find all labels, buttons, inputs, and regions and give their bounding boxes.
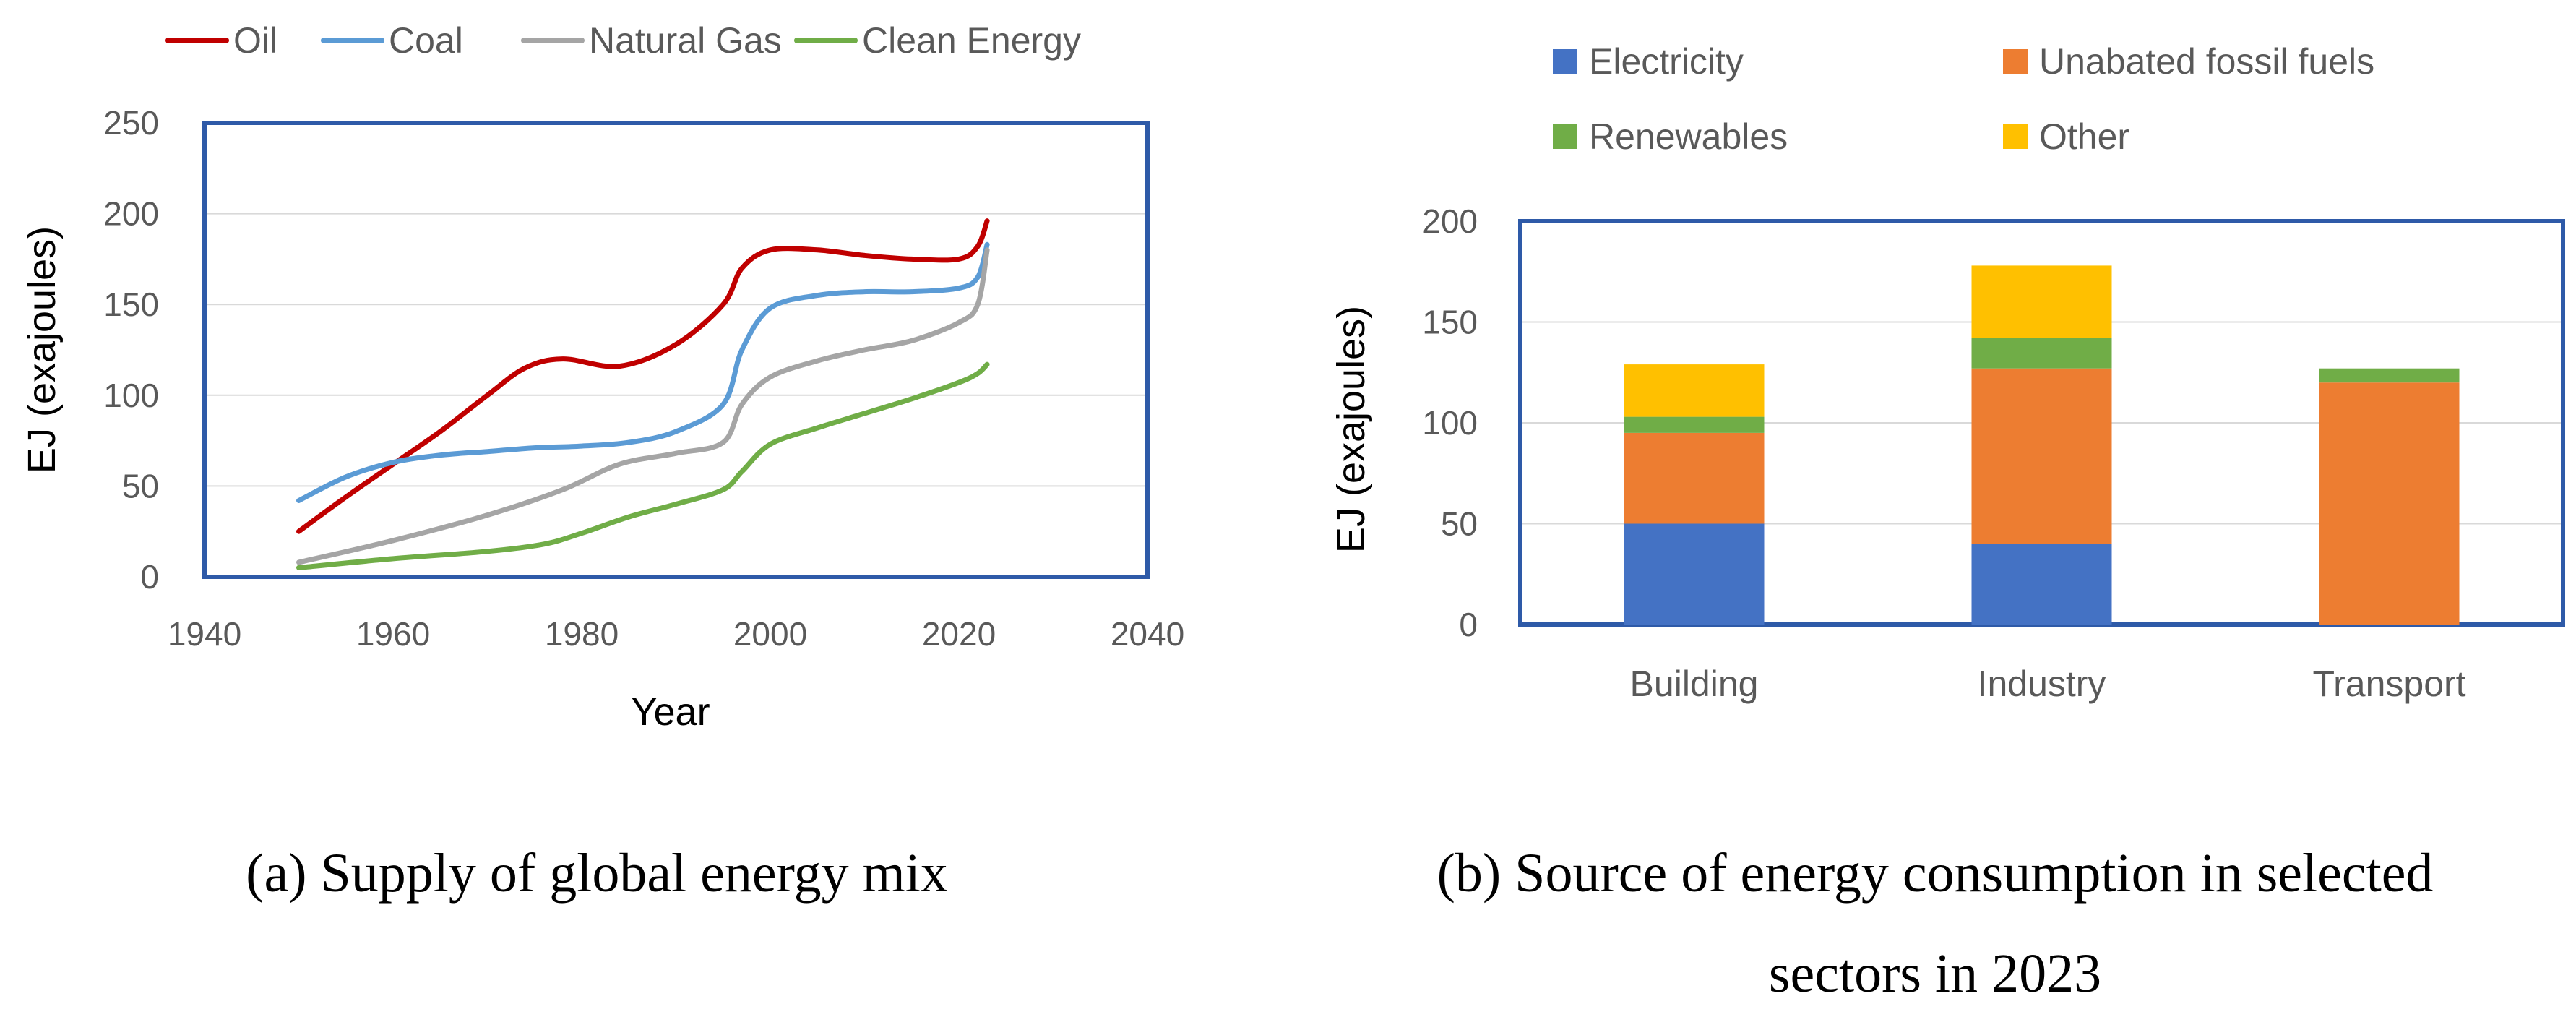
bar-transport-unabated-fossil-fuels	[2319, 382, 2460, 625]
legend-label-renewables: Renewables	[1589, 116, 1788, 157]
y-tick-label-0: 0	[1459, 606, 1478, 643]
legend-swatch-electricity	[1553, 49, 1577, 74]
line-chart-x-ticks: 1940 1960 1980 2000 2020 2040	[168, 615, 1184, 653]
bar-chart-y-axis-title: EJ (exajoules)	[1330, 306, 1373, 553]
bar-chart-caption-line-1: (b) Source of energy consumption in sele…	[1437, 843, 2434, 904]
legend-label-other: Other	[2039, 116, 2129, 157]
line-chart-energy-mix: Oil Coal Natural Gas Clean Energy 0 50 100 150…	[20, 20, 1184, 904]
bar-chart-bars	[1624, 265, 2460, 625]
y-tick-label-200: 200	[103, 195, 159, 233]
x-tick-label-1940: 1940	[168, 615, 241, 653]
y-tick-label-50: 50	[122, 467, 159, 505]
line-chart-y-ticks: 0 50 100 150 200 250	[103, 104, 159, 596]
series-line-oil	[296, 218, 990, 534]
bar-chart-legend: Electricity Unabated fossil fuels Renewabl…	[1553, 41, 2374, 157]
x-tick-label-2020: 2020	[922, 615, 996, 653]
category-label-building: Building	[1630, 664, 1759, 704]
legend-swatch-unabated-fossil-fuels	[2003, 49, 2028, 74]
legend-swatch-other	[2003, 124, 2028, 149]
y-tick-label-100: 100	[1422, 404, 1478, 442]
y-tick-label-150: 150	[103, 286, 159, 323]
x-tick-label-2000: 2000	[733, 615, 807, 653]
series-line-coal	[296, 241, 990, 503]
legend-label-unabated-fossil-fuels: Unabated fossil fuels	[2039, 41, 2374, 82]
y-tick-label-150: 150	[1422, 304, 1478, 341]
bar-industry-unabated-fossil-fuels	[1971, 368, 2112, 544]
legend-label-natural-gas: Natural Gas	[589, 20, 782, 61]
line-chart-series	[296, 218, 990, 570]
line-chart-plot-frame	[202, 121, 1150, 579]
bar-chart-y-ticks: 0 50 100 150 200	[1422, 202, 1478, 643]
bar-building-renewables	[1624, 416, 1765, 433]
bar-building-unabated-fossil-fuels	[1624, 433, 1765, 524]
x-tick-label-1960: 1960	[356, 615, 430, 653]
legend-swatch-renewables	[1553, 124, 1577, 149]
bar-building-electricity	[1624, 523, 1765, 625]
bar-building-other	[1624, 364, 1765, 417]
bar-industry-other	[1971, 265, 2112, 338]
line-chart-gridlines	[204, 213, 1147, 487]
y-tick-label-0: 0	[140, 558, 159, 596]
line-chart-caption: (a) Supply of global energy mix	[246, 843, 948, 904]
series-line-natural-gas	[296, 247, 990, 565]
bar-transport-renewables	[2319, 368, 2460, 383]
bar-industry-electricity	[1971, 544, 2112, 625]
legend-label-electricity: Electricity	[1589, 41, 1744, 82]
line-chart-x-axis-title: Year	[631, 690, 710, 734]
y-tick-label-50: 50	[1441, 505, 1478, 543]
bar-industry-renewables	[1971, 338, 2112, 369]
legend-label-oil: Oil	[233, 20, 277, 61]
bar-chart-category-labels: Building Industry Transport	[1630, 664, 2466, 704]
legend-label-coal: Coal	[389, 20, 463, 61]
y-tick-label-200: 200	[1422, 202, 1478, 240]
bar-chart-caption-line-2: sectors in 2023	[1769, 943, 2101, 1004]
category-label-industry: Industry	[1978, 664, 2106, 704]
x-tick-label-1980: 1980	[545, 615, 619, 653]
y-tick-label-250: 250	[103, 104, 159, 142]
stacked-bar-chart-consumption: Electricity Unabated fossil fuels Renewabl…	[1330, 41, 2565, 1004]
y-tick-label-100: 100	[103, 377, 159, 414]
series-line-clean-energy	[296, 361, 990, 570]
x-tick-label-2040: 2040	[1111, 615, 1184, 653]
line-chart-legend: Oil Coal Natural Gas Clean Energy	[165, 20, 1081, 61]
category-label-transport: Transport	[2312, 664, 2465, 704]
legend-label-clean-energy: Clean Energy	[862, 20, 1081, 61]
line-chart-y-axis-title: EJ (exajoules)	[20, 226, 64, 473]
